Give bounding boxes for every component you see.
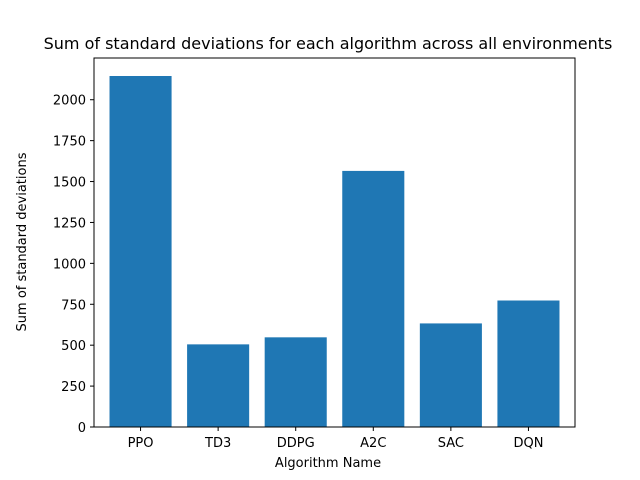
- x-tick-label: DDPG: [277, 436, 315, 451]
- bar-a2c: [342, 170, 405, 427]
- y-tick-label: 0: [78, 421, 86, 436]
- x-tick-label: A2C: [360, 436, 386, 451]
- y-tick-label: 2000: [53, 94, 86, 109]
- y-tick-label: 1250: [53, 216, 86, 231]
- bar-dqn: [497, 300, 560, 427]
- y-tick-label: 1750: [53, 135, 86, 150]
- y-axis: 0 250 500 750 1000 1250 1500 1750 2000: [53, 94, 94, 436]
- bar-td3: [187, 344, 250, 427]
- chart-title: Sum of standard deviations for each algo…: [44, 34, 613, 53]
- plot-frame: [93, 57, 576, 428]
- y-tick-label: 500: [61, 339, 86, 354]
- bars-group: [109, 76, 560, 427]
- x-axis-label: Algorithm Name: [275, 456, 381, 471]
- y-axis-label: Sum of standard deviations: [15, 152, 30, 331]
- x-tick-label: SAC: [438, 436, 464, 451]
- bar-sac: [419, 323, 482, 427]
- y-tick-label: 750: [61, 298, 86, 313]
- x-axis: PPO TD3 DDPG A2C SAC DQN: [128, 427, 543, 451]
- x-tick-label: PPO: [128, 436, 154, 451]
- x-tick-label: DQN: [513, 436, 543, 451]
- y-tick-label: 1500: [53, 176, 86, 191]
- x-tick-label: TD3: [204, 436, 231, 451]
- y-tick-label: 250: [61, 380, 86, 395]
- bar-ppo: [109, 76, 172, 427]
- y-tick-label: 1000: [53, 257, 86, 272]
- bar-ddpg: [264, 337, 327, 427]
